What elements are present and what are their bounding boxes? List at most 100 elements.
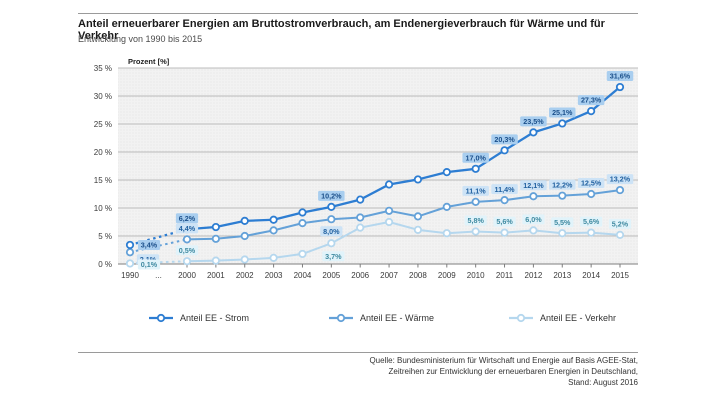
data-label-box-verkehr-2010 — [464, 215, 487, 226]
series-waerme-point-2002 — [240, 231, 249, 241]
series-verkehr-point-2004 — [298, 249, 307, 259]
series-verkehr-point-2005 — [327, 239, 336, 248]
data-label-box-strom-1990 — [137, 239, 161, 250]
series-strom-point-2015 — [615, 82, 625, 92]
data-label-strom-2010: 17,0% — [465, 153, 486, 162]
x-tick-label: 2002 — [236, 271, 254, 280]
series-verkehr-point-2014 — [587, 228, 596, 237]
data-label-waerme-2013: 12,2% — [552, 180, 573, 189]
source-line: Zeitreihen zur Entwicklung der erneuerba… — [388, 366, 638, 376]
series-verkehr-point-2000 — [182, 257, 192, 266]
series-strom-point-2014 — [587, 107, 596, 116]
bottom-divider — [78, 352, 638, 353]
data-label-verkehr-2014: 5,6% — [583, 217, 600, 226]
x-tick-label: 2010 — [467, 271, 485, 280]
x-tick-label: 2004 — [294, 271, 312, 280]
series-waerme-point-2007 — [384, 206, 394, 215]
x-tick-label: 2014 — [582, 271, 600, 280]
data-label-box-verkehr-2013 — [551, 217, 574, 228]
x-tick-label: 2012 — [525, 271, 543, 280]
data-label-box-strom-2014 — [577, 95, 605, 106]
data-label-box-verkehr-2015 — [608, 218, 632, 229]
series-verkehr-point-2015 — [615, 230, 625, 239]
series-strom-point-2002 — [240, 216, 249, 225]
series-verkehr — [125, 217, 625, 268]
data-label-box-strom-2013 — [549, 107, 576, 118]
data-label-box-waerme-2015 — [606, 174, 634, 185]
data-label-strom-2013: 25,1% — [552, 108, 573, 117]
y-tick-label: 30 % — [94, 92, 112, 101]
series-strom-point-2005 — [327, 202, 336, 211]
series-waerme-point-2005 — [327, 215, 336, 224]
series-verkehr-point-2003 — [269, 253, 278, 262]
y-tick-label: 20 % — [94, 148, 112, 157]
series-waerme-point-2012 — [529, 192, 538, 201]
series-waerme — [125, 185, 625, 257]
series-strom-point-2010 — [471, 164, 480, 173]
x-tick-label: 1990 — [121, 271, 139, 280]
chart-subtitle: Entwicklung von 1990 bis 2015 — [78, 34, 203, 44]
legend-item-waerme: Anteil EE - Wärme — [328, 313, 434, 323]
data-label-box-waerme-2014 — [577, 178, 605, 188]
series-strom-line — [186, 86, 621, 231]
x-tick-label: 2011 — [496, 271, 514, 280]
series-waerme-point-2014 — [587, 189, 596, 199]
legend-line-icon — [509, 313, 533, 323]
data-label-verkehr-2013: 5,5% — [554, 218, 571, 227]
data-label-verkehr-2011: 5,6% — [496, 217, 513, 226]
series-waerme-point-2000 — [182, 235, 192, 244]
data-label-strom-2000: 6,2% — [179, 214, 196, 223]
x-tick-label: 2001 — [207, 271, 225, 280]
series-waerme-point-2011 — [500, 196, 509, 205]
x-tick-label: 2006 — [351, 271, 369, 280]
series-verkehr-line — [186, 221, 621, 263]
data-label-box-waerme-2010 — [462, 185, 489, 196]
series-verkehr-point-2008 — [413, 225, 423, 234]
data-label-strom-2005: 10,2% — [321, 191, 342, 200]
series-strom-point-2004 — [298, 208, 307, 217]
data-label-verkehr-2005: 3,7% — [325, 252, 342, 261]
series-verkehr-point-2001 — [211, 256, 220, 265]
data-label-waerme-2012: 12,1% — [523, 181, 544, 190]
data-label-waerme-2015: 13,2% — [610, 175, 631, 184]
data-label-strom-2015: 31,6% — [610, 72, 631, 81]
series-waerme-point-2013 — [558, 191, 567, 200]
x-tick-label: 2009 — [438, 271, 456, 280]
data-label-box-verkehr-2000 — [175, 245, 199, 256]
legend-label: Anteil EE - Verkehr — [540, 313, 617, 323]
series-waerme-point-2015 — [615, 185, 625, 195]
data-label-verkehr-2015: 5,2% — [612, 219, 629, 228]
legend-label: Anteil EE - Strom — [180, 313, 250, 323]
legend-label: Anteil EE - Wärme — [360, 313, 435, 323]
y-tick-label: 35 % — [94, 64, 112, 73]
x-tick-label: 2000 — [178, 271, 196, 280]
data-label-waerme-1990: 2,1% — [140, 255, 157, 264]
chart-legend: Anteil EE - Strom Anteil EE - Wärme Anteil… — [118, 313, 638, 331]
series-verkehr-point-2010 — [471, 227, 480, 236]
series-verkehr-point-2006 — [356, 223, 365, 232]
source-line: Quelle: Bundesministerium für Wirtschaft… — [369, 356, 638, 365]
data-label-verkehr-2012: 6,0% — [525, 215, 542, 224]
series-waerme-point-2008 — [413, 212, 423, 221]
source-line: Stand: August 2016 — [568, 377, 638, 387]
data-label-box-waerme-2012 — [520, 180, 547, 191]
series-waerme-point-2009 — [442, 202, 451, 211]
series-strom-point-2003 — [269, 215, 278, 224]
series-waerme-point-1990 — [125, 248, 135, 257]
data-label-waerme-2000: 4,4% — [179, 224, 196, 233]
data-label-box-strom-2000 — [175, 213, 199, 224]
y-tick-label: 10 % — [94, 204, 112, 213]
data-label-box-verkehr-2005 — [322, 251, 345, 262]
x-tick-label: 2007 — [380, 271, 398, 280]
data-label-strom-2014: 27,3% — [581, 96, 602, 105]
legend-line-icon — [329, 313, 353, 323]
data-label-box-verkehr-2011 — [493, 216, 516, 227]
series-verkehr-point-2002 — [240, 255, 249, 264]
data-label-strom-1990: 3,4% — [141, 241, 158, 250]
data-label-box-strom-2015 — [606, 71, 634, 82]
series-strom-point-2013 — [558, 119, 567, 128]
y-axis-unit-label: Prozent [%] — [128, 57, 170, 66]
data-label-box-verkehr-2012 — [522, 214, 545, 225]
series-verkehr-point-2012 — [529, 226, 538, 235]
